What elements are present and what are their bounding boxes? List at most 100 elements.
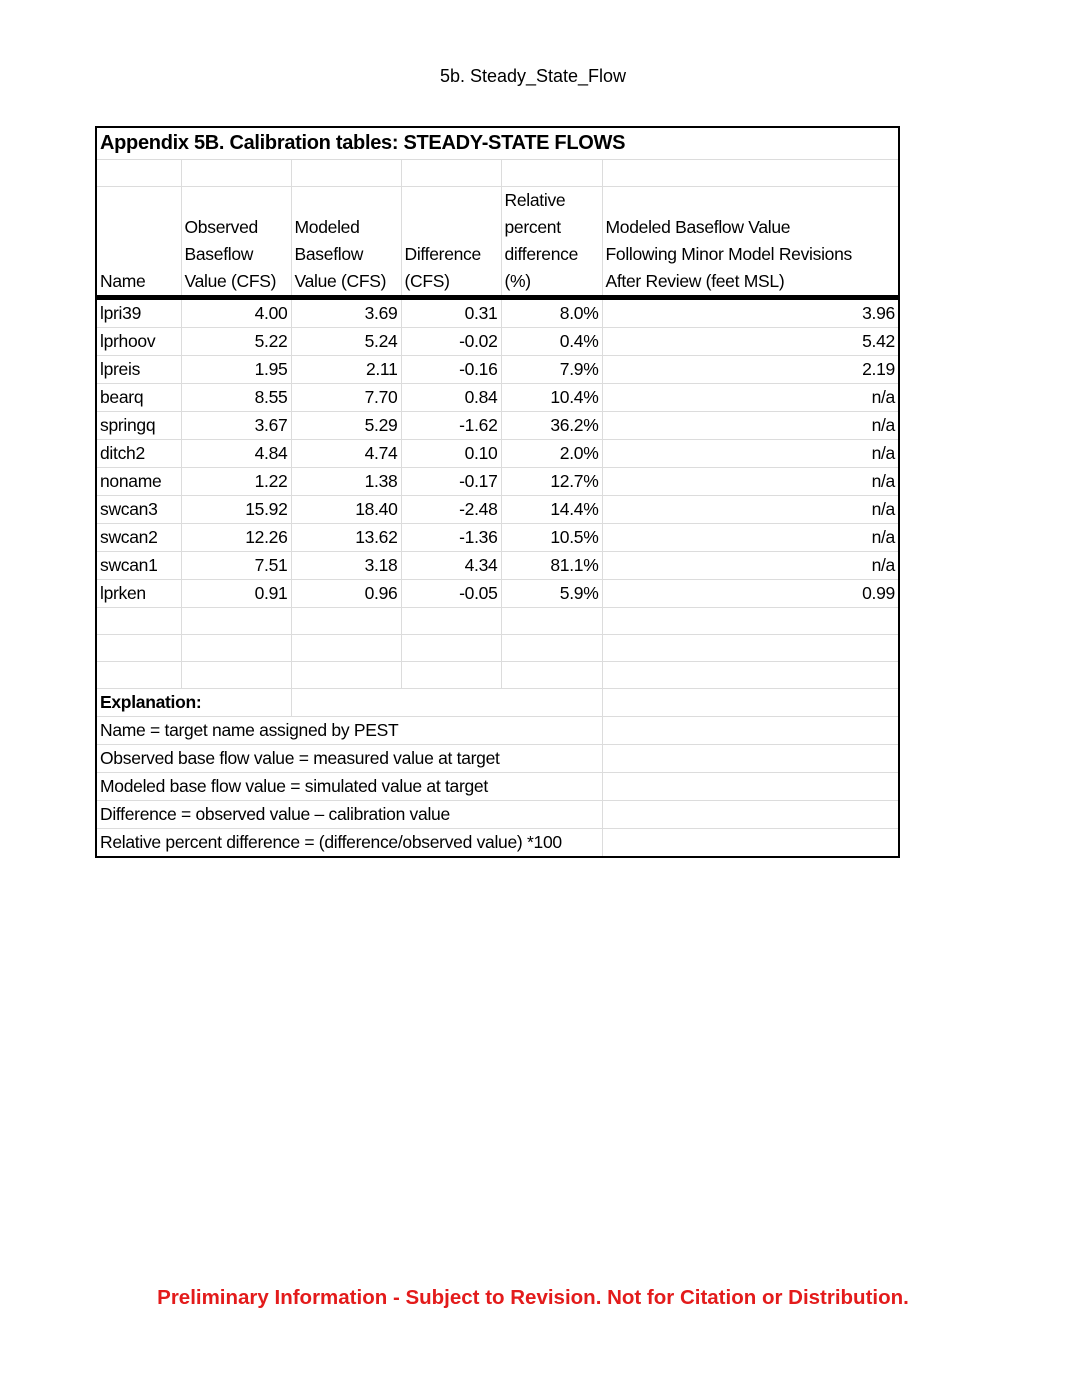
- explanation-text: Observed base flow value = measured valu…: [95, 744, 603, 773]
- table-title: Appendix 5B. Calibration tables: STEADY-…: [95, 126, 900, 160]
- table-row: springq 3.67 5.29 -1.62 36.2% n/a: [95, 411, 900, 440]
- cell-revised-modeled: n/a: [601, 383, 900, 412]
- header-line: Difference: [404, 244, 482, 264]
- header-line: (CFS): [404, 271, 450, 291]
- header-name: Name: [95, 186, 182, 298]
- explanation-title: Explanation:: [95, 688, 292, 717]
- cell-observed: 1.95: [180, 355, 292, 384]
- cell-relative-percent: 10.5%: [500, 523, 603, 552]
- cell-name: bearq: [95, 383, 182, 412]
- explanation-row: Name = target name assigned by PEST: [95, 716, 900, 745]
- preliminary-notice: Preliminary Information - Subject to Rev…: [157, 1286, 909, 1309]
- header-line: Modeled Baseflow Value: [605, 217, 791, 237]
- cell-observed: 12.26: [180, 523, 292, 552]
- cell-revised-modeled: n/a: [601, 551, 900, 580]
- cell-difference: 0.10: [400, 439, 502, 468]
- explanation-row: Modeled base flow value = simulated valu…: [95, 772, 900, 801]
- cell-difference: 0.31: [400, 295, 502, 328]
- header-line: difference: [504, 244, 579, 264]
- table-row: lpreis 1.95 2.11 -0.16 7.9% 2.19: [95, 355, 900, 384]
- table-row: lprken 0.91 0.96 -0.05 5.9% 0.99: [95, 579, 900, 608]
- header-line: Baseflow: [294, 244, 364, 264]
- cell-observed: 3.67: [180, 411, 292, 440]
- cell-observed: 15.92: [180, 495, 292, 524]
- cell-name: lprken: [95, 579, 182, 608]
- cell-relative-percent: 14.4%: [500, 495, 603, 524]
- table-row: lpri39 4.00 3.69 0.31 8.0% 3.96: [95, 295, 900, 328]
- cell-relative-percent: 7.9%: [500, 355, 603, 384]
- table-row: swcan1 7.51 3.18 4.34 81.1% n/a: [95, 551, 900, 580]
- cell-difference: -0.05: [400, 579, 502, 608]
- cell-relative-percent: 5.9%: [500, 579, 603, 608]
- cell-modeled: 5.24: [290, 327, 402, 356]
- cell-name: lpreis: [95, 355, 182, 384]
- blank-row: [95, 607, 900, 635]
- table-title-row: Appendix 5B. Calibration tables: STEADY-…: [95, 126, 900, 160]
- cell-name: ditch2: [95, 439, 182, 468]
- cell-modeled: 5.29: [290, 411, 402, 440]
- cell-difference: -1.62: [400, 411, 502, 440]
- cell-revised-modeled: n/a: [601, 523, 900, 552]
- explanation-text: Name = target name assigned by PEST: [95, 716, 603, 745]
- explanation-text: Difference = observed value – calibratio…: [95, 800, 603, 829]
- header-row: Name Observed Baseflow Value (CFS) Modeled Ba…: [95, 186, 900, 298]
- cell-revised-modeled: n/a: [601, 439, 900, 468]
- explanation-row: Observed base flow value = measured valu…: [95, 744, 900, 773]
- header-line: Relative: [504, 190, 566, 210]
- header-line: Baseflow: [184, 244, 254, 264]
- table-row: lprhoov 5.22 5.24 -0.02 0.4% 5.42: [95, 327, 900, 356]
- cell-modeled: 3.69: [290, 295, 402, 328]
- cell-observed: 0.91: [180, 579, 292, 608]
- cell-difference: -0.16: [400, 355, 502, 384]
- cell-revised-modeled: 3.96: [601, 295, 900, 328]
- header-line: Following Minor Model Revisions: [605, 244, 853, 264]
- cell-modeled: 1.38: [290, 467, 402, 496]
- cell-observed: 1.22: [180, 467, 292, 496]
- header-difference: Difference (CFS): [400, 186, 502, 298]
- cell-relative-percent: 36.2%: [500, 411, 603, 440]
- cell-difference: 4.34: [400, 551, 502, 580]
- cell-revised-modeled: 2.19: [601, 355, 900, 384]
- header-line: (%): [504, 271, 532, 291]
- blank-row: [95, 661, 900, 689]
- table-row: noname 1.22 1.38 -0.17 12.7% n/a: [95, 467, 900, 496]
- cell-name: swcan1: [95, 551, 182, 580]
- cell-relative-percent: 2.0%: [500, 439, 603, 468]
- cell-modeled: 4.74: [290, 439, 402, 468]
- cell-revised-modeled: 0.99: [601, 579, 900, 608]
- cell-modeled: 7.70: [290, 383, 402, 412]
- cell-relative-percent: 81.1%: [500, 551, 603, 580]
- cell-name: swcan3: [95, 495, 182, 524]
- explanation-text: Modeled base flow value = simulated valu…: [95, 772, 603, 801]
- cell-observed: 8.55: [180, 383, 292, 412]
- calibration-table: Appendix 5B. Calibration tables: STEADY-…: [95, 126, 900, 858]
- cell-observed: 4.00: [180, 295, 292, 328]
- header-line: Value (CFS): [184, 271, 277, 291]
- cell-revised-modeled: n/a: [601, 411, 900, 440]
- blank-row: [95, 634, 900, 662]
- table-row: swcan2 12.26 13.62 -1.36 10.5% n/a: [95, 523, 900, 552]
- cell-name: swcan2: [95, 523, 182, 552]
- cell-relative-percent: 8.0%: [500, 295, 603, 328]
- explanation-row: Relative percent difference = (differenc…: [95, 828, 900, 858]
- header-modeled: Modeled Baseflow Value (CFS): [290, 186, 402, 298]
- cell-modeled: 18.40: [290, 495, 402, 524]
- cell-observed: 5.22: [180, 327, 292, 356]
- header-line: Modeled: [294, 217, 360, 237]
- cell-revised-modeled: n/a: [601, 467, 900, 496]
- blank-row: [95, 159, 900, 187]
- table-row: ditch2 4.84 4.74 0.10 2.0% n/a: [95, 439, 900, 468]
- header-line: Name: [100, 271, 146, 291]
- table-row: bearq 8.55 7.70 0.84 10.4% n/a: [95, 383, 900, 412]
- cell-name: springq: [95, 411, 182, 440]
- header-observed: Observed Baseflow Value (CFS): [180, 186, 292, 298]
- cell-difference: -0.02: [400, 327, 502, 356]
- header-line: percent: [504, 217, 562, 237]
- cell-modeled: 3.18: [290, 551, 402, 580]
- cell-modeled: 13.62: [290, 523, 402, 552]
- cell-relative-percent: 12.7%: [500, 467, 603, 496]
- cell-observed: 7.51: [180, 551, 292, 580]
- header-line: Value (CFS): [294, 271, 387, 291]
- table-row: swcan3 15.92 18.40 -2.48 14.4% n/a: [95, 495, 900, 524]
- explanation-title-row: Explanation:: [95, 688, 900, 717]
